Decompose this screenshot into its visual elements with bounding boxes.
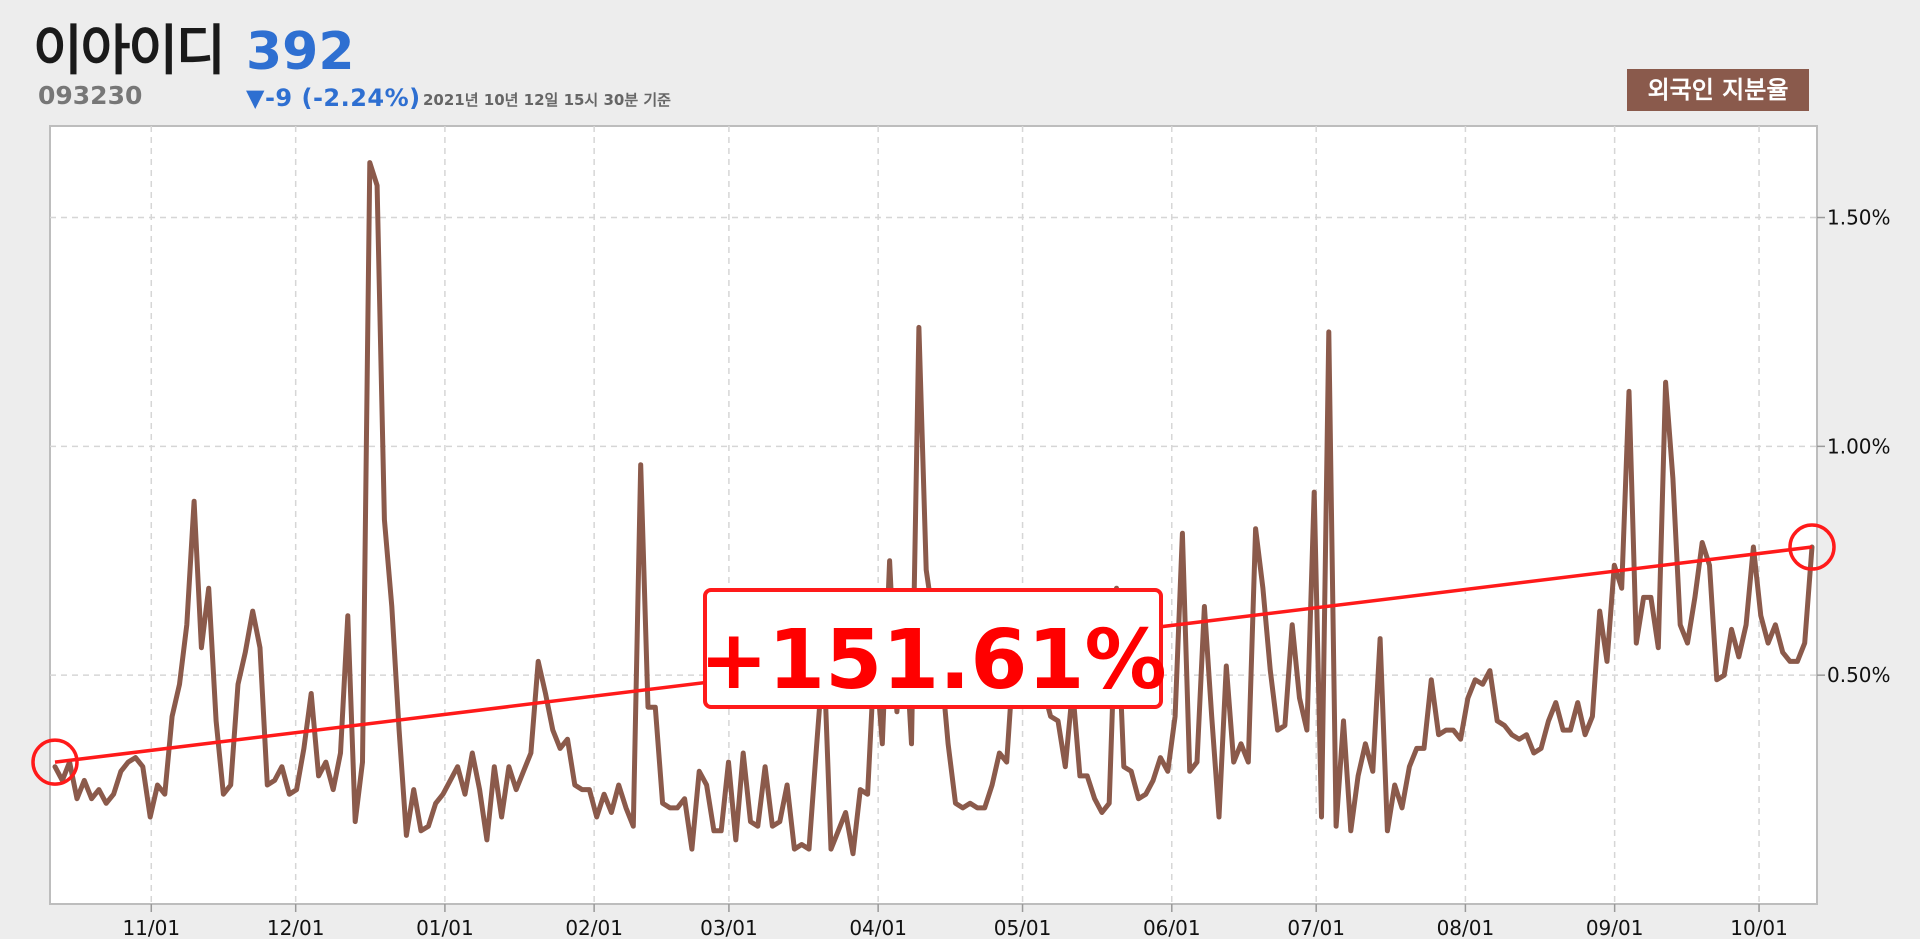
annotation-box	[703, 588, 1163, 709]
y-tick-label: 1.50%	[1827, 206, 1891, 230]
y-tick-label: 1.00%	[1827, 434, 1891, 458]
x-tick-label: 09/01	[1586, 916, 1644, 939]
x-tick-label: 12/01	[267, 916, 325, 939]
x-tick-label: 07/01	[1287, 916, 1345, 939]
x-tick-label: 01/01	[416, 916, 474, 939]
trend-end-marker	[1788, 523, 1836, 571]
metric-badge[interactable]: 외국인 지분율	[1627, 69, 1809, 111]
annotation-label: +151.61%	[699, 613, 1166, 708]
stock-price: 392	[246, 22, 355, 82]
change-annotation: +151.61%	[699, 588, 1167, 709]
x-tick-label: 11/01	[122, 916, 180, 939]
plot-area	[49, 125, 1818, 905]
trend-start-marker	[31, 738, 79, 786]
x-tick-label: 02/01	[565, 916, 623, 939]
x-tick-label: 05/01	[994, 916, 1052, 939]
timestamp: 2021년 10년 12일 15시 30분 기준	[423, 91, 671, 109]
x-tick-label: 10/01	[1730, 916, 1788, 939]
y-tick-label: 0.50%	[1827, 663, 1891, 687]
stock-name: 이아이디	[33, 19, 226, 82]
x-tick-label: 03/01	[700, 916, 758, 939]
price-change: ▼-9 (-2.24%)	[246, 84, 421, 112]
axis-ticks: 11/01 12/01 01/01 02/01 03/01 04/01 05/01 06/01…	[122, 206, 1890, 939]
x-tick-label: 06/01	[1143, 916, 1201, 939]
x-tick-label: 04/01	[849, 916, 907, 939]
x-tick-label: 08/01	[1437, 916, 1495, 939]
stock-code: 093230	[38, 81, 143, 110]
